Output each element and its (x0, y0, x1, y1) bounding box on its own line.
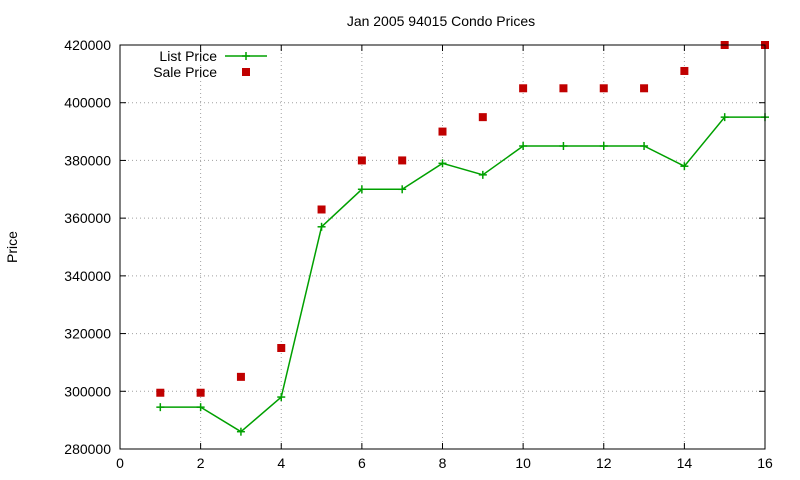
y-tick-label: 360000 (64, 210, 111, 226)
list-price-point (438, 159, 447, 168)
list-price-point (478, 170, 487, 179)
y-tick-label: 340000 (64, 268, 111, 284)
legend-label: List Price (159, 48, 217, 64)
x-tick-label: 16 (757, 455, 773, 471)
sale-price-point (680, 66, 689, 75)
list-price-point (156, 403, 165, 412)
y-tick-label: 280000 (64, 441, 111, 457)
series-sale-price (156, 41, 769, 397)
y-tick-label: 300000 (64, 383, 111, 399)
sale-price-point (640, 84, 649, 93)
sale-price-point (236, 372, 245, 381)
list-price-point (317, 222, 326, 231)
list-price-point (277, 393, 286, 402)
y-axis-label: Price (4, 231, 20, 263)
list-price-point (680, 162, 689, 171)
list-price-point (720, 113, 729, 122)
y-tick-label: 380000 (64, 152, 111, 168)
sale-price-point (277, 344, 286, 352)
y-tick-label: 400000 (64, 95, 111, 111)
list-price-point (196, 403, 205, 412)
plot-frame (119, 44, 766, 450)
y-tick-label: 420000 (64, 37, 111, 53)
legend-marker (242, 68, 250, 76)
chart-title: Jan 2005 94015 Condo Prices (347, 13, 535, 29)
y-tick-label: 320000 (64, 326, 111, 342)
sale-price-point (478, 113, 487, 122)
list-price-point (599, 142, 608, 150)
x-tick-label: 10 (515, 455, 531, 471)
x-tick-label: 2 (197, 455, 205, 471)
x-tick-label: 14 (677, 455, 693, 471)
list-price-point (398, 185, 407, 194)
legend-label: Sale Price (153, 64, 217, 80)
list-price-point (357, 185, 366, 194)
series-list-price (156, 113, 769, 436)
sale-price-point (519, 84, 528, 93)
x-tick-label: 8 (439, 455, 447, 471)
x-tick-label: 4 (277, 455, 285, 471)
sale-price-point (317, 205, 326, 214)
sale-price-point (398, 156, 407, 165)
sale-price-point (357, 156, 366, 165)
list-price-point (236, 427, 245, 436)
list-price-line (160, 116, 765, 433)
sale-price-point (599, 84, 608, 93)
list-price-point (640, 142, 649, 150)
legend-marker (242, 52, 250, 60)
grid (120, 45, 765, 449)
list-price-point (559, 142, 568, 150)
sale-price-point (438, 127, 447, 136)
x-tick-label: 0 (116, 455, 124, 471)
sale-price-point (559, 84, 568, 93)
sale-price-point (156, 388, 165, 397)
x-tick-label: 6 (358, 455, 366, 471)
series-layer (156, 41, 769, 436)
sale-price-point (196, 388, 205, 397)
axis-ticks: 0 2 4 6 8 10 12 14 16 280000 300000 320000 340000 360… (64, 37, 773, 471)
x-tick-label: 12 (596, 455, 612, 471)
list-price-point (519, 142, 528, 150)
